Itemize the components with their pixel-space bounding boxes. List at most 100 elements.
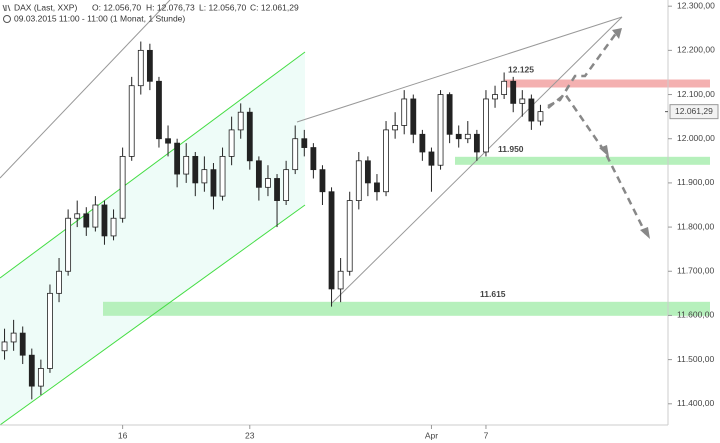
candle-body <box>410 98 417 135</box>
level-zone <box>505 79 710 88</box>
logo-icon <box>2 4 11 12</box>
candle-body <box>537 111 544 122</box>
candle-body <box>510 80 517 104</box>
wedge-upper <box>296 16 623 123</box>
candle-body <box>137 49 144 87</box>
candle-body <box>10 332 17 343</box>
level-label: 11.950 <box>498 144 524 154</box>
candle-body <box>83 213 90 228</box>
candle-body <box>274 178 280 201</box>
candle-body <box>183 155 190 175</box>
level-zone <box>103 301 710 316</box>
x-tick-label: Apr <box>425 430 438 440</box>
candle-body <box>56 270 62 294</box>
candle-body <box>210 169 217 197</box>
subtitle: 09.03.2015 11:00 - 11:00 (1 Monat, 1 Stu… <box>14 13 185 23</box>
candle-body <box>446 94 453 135</box>
candle-body <box>146 49 153 82</box>
ohlc: L: 12.056,70 <box>199 2 247 12</box>
candle-body <box>301 138 308 148</box>
candle-body <box>328 191 335 290</box>
candle-body <box>119 155 126 219</box>
candle-body <box>437 94 444 166</box>
last-price-label: 12.061,29 <box>675 106 713 116</box>
candle-body <box>165 138 171 144</box>
y-tick-label: 11.700,00 <box>677 266 714 276</box>
channel-upper <box>0 51 306 279</box>
arrow-head <box>599 145 609 157</box>
arrow-head <box>640 227 650 239</box>
y-tick-label: 11.900,00 <box>677 177 714 187</box>
candle-body <box>346 200 353 272</box>
candle-body <box>492 94 498 100</box>
candle-body <box>92 204 99 228</box>
candle-body <box>110 217 117 237</box>
candle-body <box>528 98 535 122</box>
candle-body <box>364 160 371 184</box>
x-tick-label: 16 <box>118 430 128 440</box>
y-tick-label: 12.200,00 <box>677 45 715 55</box>
ohlc: O: 12.056,70 <box>92 2 141 12</box>
candle-body <box>265 178 271 188</box>
arrow-down <box>547 92 648 235</box>
candle-body <box>319 169 326 193</box>
y-tick-label: 12.000,00 <box>677 133 715 143</box>
ohlc: C: 12.061,29 <box>250 2 299 12</box>
y-tick-label: 12.100,00 <box>677 89 715 99</box>
channel-lower <box>0 204 306 426</box>
ohlc: H: 12.076,73 <box>146 2 195 12</box>
candle-body <box>337 270 344 290</box>
candle-body <box>383 129 389 193</box>
candle-body <box>1 341 8 352</box>
last-price-box <box>669 104 719 120</box>
candle-body <box>28 354 35 387</box>
candle-body <box>401 98 408 126</box>
candle-body <box>519 98 526 104</box>
y-tick-label: 11.500,00 <box>677 354 714 364</box>
y-tick-label: 11.600,00 <box>677 310 714 320</box>
y-tick-label: 12.300,00 <box>677 0 715 10</box>
candle-body <box>65 217 72 272</box>
candle-body <box>156 80 162 140</box>
candle-body <box>292 138 299 171</box>
candle-body <box>255 160 262 188</box>
candle-body <box>455 133 462 140</box>
candle-body <box>501 80 508 95</box>
candle-body <box>192 155 199 184</box>
y-tick-label: 11.800,00 <box>677 221 714 231</box>
candle-body <box>483 98 489 153</box>
arrow-up <box>547 31 619 108</box>
candle-body <box>201 169 208 184</box>
candle-body <box>355 160 362 201</box>
candle-body <box>19 332 26 356</box>
candle-body <box>174 142 181 175</box>
candle-body <box>219 155 226 197</box>
candle-body <box>419 133 426 153</box>
candle-body <box>101 204 108 237</box>
candle-body <box>246 111 253 162</box>
arrow-head <box>612 28 622 39</box>
candle-body <box>237 111 244 131</box>
x-tick-label: 23 <box>245 430 255 440</box>
candle-body <box>47 292 53 369</box>
candle-body <box>428 151 435 166</box>
level-zone <box>455 156 710 165</box>
x-tick-label: 7 <box>484 430 489 440</box>
candle-body <box>310 147 317 171</box>
candle-body <box>374 182 380 193</box>
level-label: 11.615 <box>480 289 506 299</box>
candle-body <box>74 213 81 219</box>
y-tick-label: 11.400,00 <box>677 398 714 408</box>
clock-icon <box>3 15 11 23</box>
candle-body <box>392 125 399 131</box>
candle-body <box>473 133 480 153</box>
level-label: 12.125 <box>508 65 534 75</box>
trend-line <box>0 0 171 179</box>
candle-body <box>228 129 235 157</box>
candle-body <box>283 169 290 201</box>
candle-body <box>464 133 471 140</box>
candle-body <box>128 85 135 157</box>
title: DAX (Last, XXP) <box>14 2 77 12</box>
candle-body <box>37 368 44 387</box>
